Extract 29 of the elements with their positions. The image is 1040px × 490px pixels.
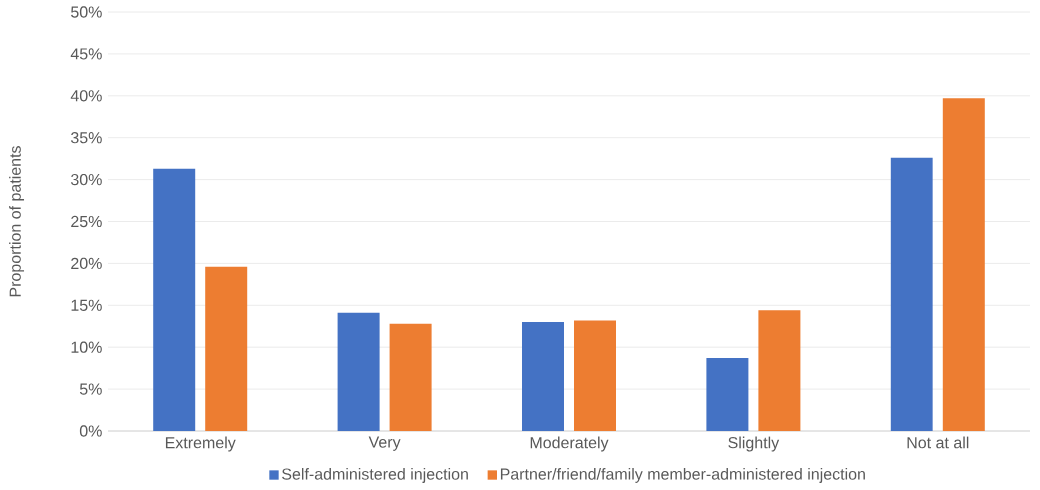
x-tick-label: Very	[368, 436, 401, 451]
y-tick-label: 35%	[70, 132, 102, 144]
y-tick-label: 30%	[70, 173, 102, 186]
y-tick-label: 20%	[71, 257, 102, 270]
y-tick-label: 0%	[79, 425, 102, 437]
bar	[758, 310, 801, 431]
bar	[153, 168, 196, 431]
legend-label: Partner/friend/family member-administered injection	[500, 468, 865, 483]
bar	[706, 358, 749, 431]
y-tick-label: 50%	[71, 6, 102, 18]
y-tick-label: 15%	[71, 299, 102, 311]
y-tick-label: 5%	[79, 383, 102, 395]
legend-label: Self-administered injection	[282, 468, 468, 483]
bar	[337, 312, 380, 431]
bar	[389, 323, 432, 431]
x-tick-label: Moderately	[530, 436, 609, 452]
bar	[890, 157, 933, 431]
bar	[205, 266, 248, 431]
bar	[942, 98, 985, 431]
y-tick-label: 25%	[71, 215, 102, 228]
y-axis-title: Proportion of patients	[9, 146, 25, 297]
y-tick-label: 10%	[71, 341, 102, 353]
bar	[522, 322, 564, 431]
x-tick-label: Slightly	[728, 436, 780, 452]
x-tick-label: Extremely	[165, 436, 236, 452]
x-tick-label: Not at all	[907, 436, 969, 449]
y-tick-label: 40%	[70, 90, 102, 102]
bar	[574, 320, 616, 431]
y-tick-label: 45%	[70, 48, 102, 60]
